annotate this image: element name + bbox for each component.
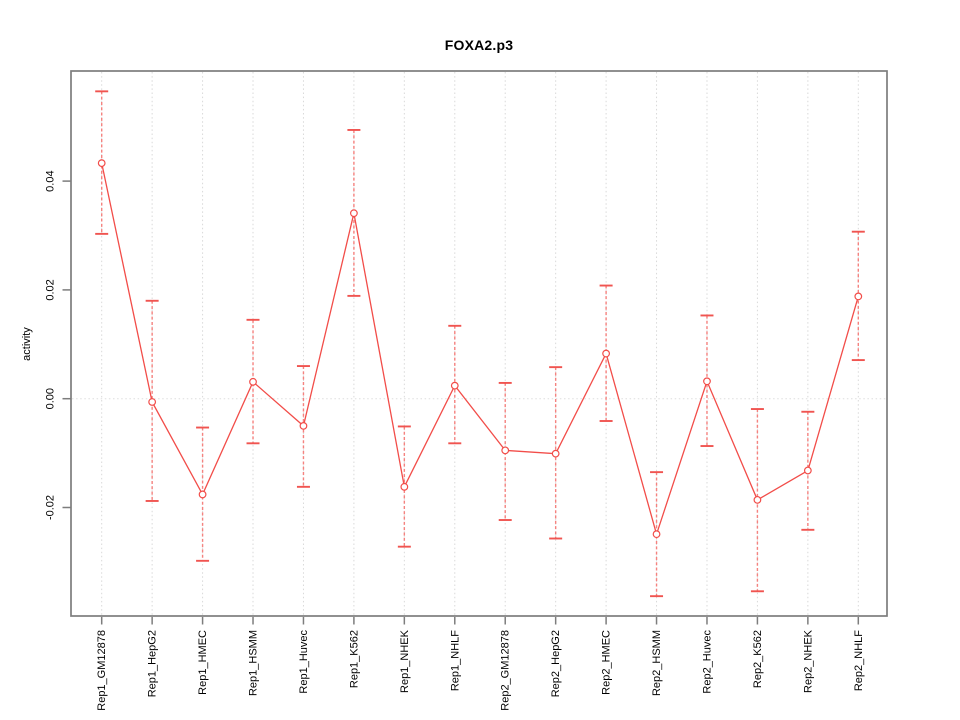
x-category-label: Rep1_HMEC xyxy=(197,630,209,695)
data-point-marker xyxy=(148,398,157,406)
x-category-label: Rep2_HSMM xyxy=(651,630,663,696)
data-point-marker xyxy=(501,446,510,455)
chart-title: FOXA2.p3 xyxy=(444,37,514,53)
data-point-marker xyxy=(753,495,762,504)
data-point-marker xyxy=(97,159,106,168)
y-tick-label: 0.02 xyxy=(45,279,57,300)
data-point-marker xyxy=(652,530,661,539)
x-category-label: Rep2_HepG2 xyxy=(550,630,562,697)
y-tick-label: -0.02 xyxy=(45,495,57,520)
x-category-label: Rep2_GM12878 xyxy=(500,630,512,711)
x-category-label: Rep2_HMEC xyxy=(601,630,613,695)
x-category-label: Rep2_K562 xyxy=(752,630,764,688)
data-point-marker xyxy=(198,490,207,499)
x-category-label: Rep2_NHLF xyxy=(853,630,865,691)
x-category-label: Rep1_NHLF xyxy=(449,630,461,691)
data-point-marker xyxy=(703,377,711,386)
data-point-marker xyxy=(249,377,257,386)
x-category-label: Rep1_HepG2 xyxy=(147,630,159,697)
x-category-label: Rep1_NHEK xyxy=(399,629,411,693)
x-category-label: Rep1_Huvec xyxy=(298,630,310,694)
data-point-marker xyxy=(854,292,863,301)
x-category-label: Rep2_NHEK xyxy=(802,629,814,693)
data-point-marker xyxy=(551,449,560,458)
y-tick-label: 0.04 xyxy=(45,170,57,191)
plot-border xyxy=(70,70,888,617)
data-point-marker xyxy=(400,482,409,491)
x-category-label: Rep1_HSMM xyxy=(248,630,260,696)
data-point-marker xyxy=(299,422,308,430)
series-line xyxy=(101,163,859,537)
data-point-marker xyxy=(450,381,459,390)
x-category-label: Rep2_Huvec xyxy=(701,630,713,694)
data-point-marker xyxy=(803,466,812,475)
x-category-label: Rep1_K562 xyxy=(348,630,360,688)
x-category-label: Rep1_GM12878 xyxy=(96,630,108,711)
data-point-marker xyxy=(350,209,358,218)
data-point-marker xyxy=(602,349,610,358)
y-tick-label: 0.00 xyxy=(45,388,57,409)
